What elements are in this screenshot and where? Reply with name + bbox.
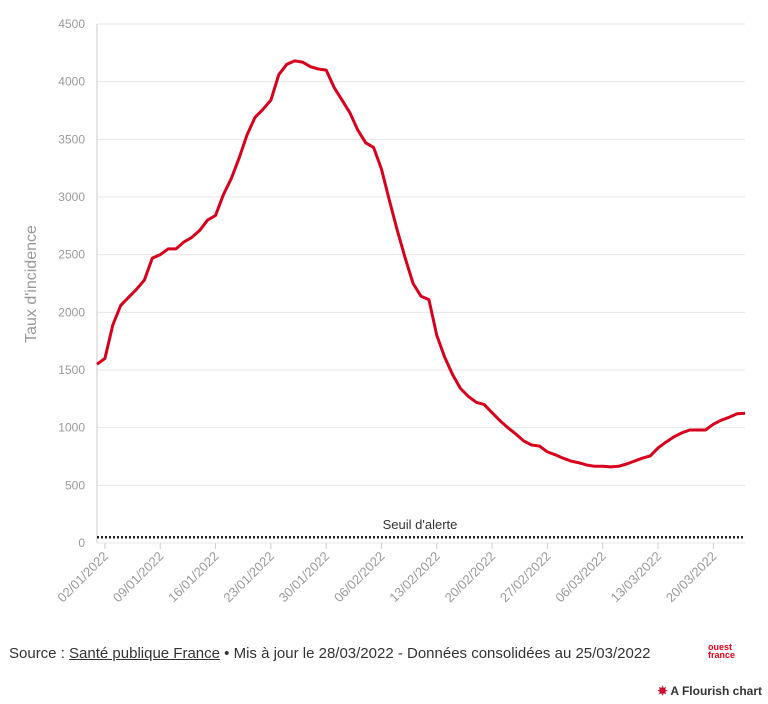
x-tick-label: 20/02/2022 <box>442 549 499 606</box>
x-tick-label: 02/01/2022 <box>54 549 111 606</box>
x-tick-label: 30/01/2022 <box>276 549 333 606</box>
x-tick-label: 20/03/2022 <box>663 549 720 606</box>
y-tick-label: 500 <box>65 478 85 492</box>
y-tick-label: 1000 <box>58 421 85 435</box>
y-tick-label: 1500 <box>58 363 85 377</box>
series-line <box>96 59 746 469</box>
source-prefix: Source : <box>9 645 65 662</box>
logo: ouest france <box>708 642 736 660</box>
x-tick-label: 09/01/2022 <box>110 549 167 606</box>
credit: ✸ A Flourish chart <box>657 684 762 698</box>
y-axis-label: Taux d'incidence <box>23 225 40 343</box>
y-tick-label: 3500 <box>58 132 85 146</box>
y-tick-label: 0 <box>78 536 85 550</box>
x-tick-label: 27/02/2022 <box>497 549 554 606</box>
chart: Taux d'incidence 0 500 1000 1500 2000 2500 300… <box>23 17 746 606</box>
x-tick-label: 06/02/2022 <box>331 549 388 606</box>
y-tick-label: 4500 <box>58 17 85 31</box>
x-tick-label: 23/01/2022 <box>220 549 277 606</box>
source-details: • Mis à jour le 28/03/2022 - Données con… <box>224 645 651 662</box>
x-tick-label: 06/03/2022 <box>552 549 609 606</box>
x-tick-label: 13/02/2022 <box>386 549 443 606</box>
y-tick-label: 2000 <box>58 305 85 319</box>
x-tick-label: 13/03/2022 <box>608 549 665 606</box>
threshold-label: Seuil d'alerte <box>383 517 458 532</box>
y-tick-label: 3000 <box>58 190 85 204</box>
y-tick-label: 2500 <box>58 248 85 262</box>
credit-text: A Flourish chart <box>670 684 762 698</box>
source: Source : Santé publique France • Mis à j… <box>9 645 651 662</box>
y-tick-label: 4000 <box>58 75 85 89</box>
source-link[interactable]: Santé publique France <box>69 645 220 662</box>
x-tick-label: 16/01/2022 <box>165 549 222 606</box>
